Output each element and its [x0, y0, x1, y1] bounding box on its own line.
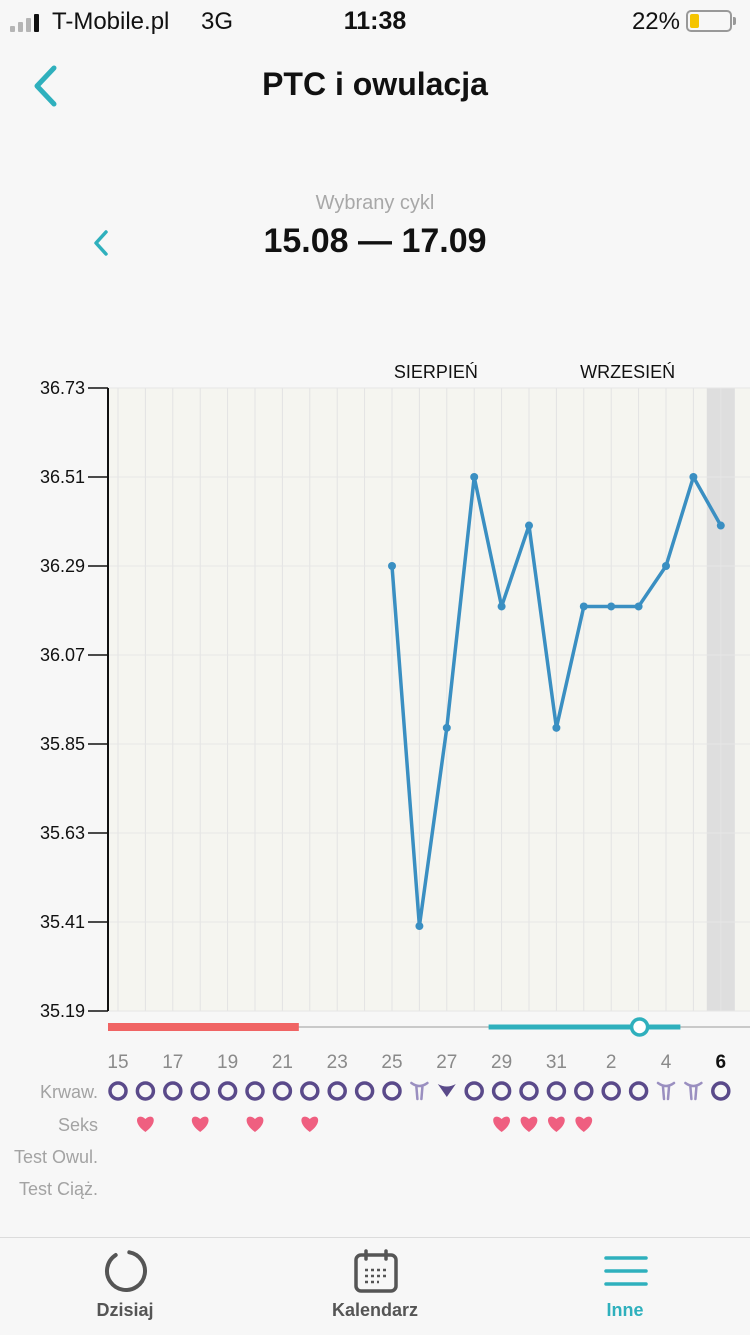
heart-icon[interactable] — [493, 1116, 510, 1132]
no-bleeding-icon[interactable] — [711, 1081, 731, 1101]
no-bleeding-icon[interactable] — [354, 1081, 375, 1101]
row-label: Test Ciąż. — [19, 1179, 98, 1199]
tab-label: Kalendarz — [331, 1300, 419, 1320]
x-tick-label: 6 — [716, 1052, 727, 1073]
x-tick-label: 29 — [491, 1052, 512, 1073]
spotting-icon[interactable] — [656, 1081, 676, 1101]
x-tick-label: 23 — [327, 1052, 348, 1073]
no-bleeding-icon[interactable] — [135, 1081, 156, 1101]
temperature-chart[interactable]: 36.73 36.51 36.29 36.07 35.85 35.63 35.41 35.19… — [0, 350, 750, 1220]
battery-icon — [686, 10, 736, 32]
temperature-point[interactable] — [525, 521, 533, 530]
y-tick-label: 35.63 — [40, 823, 85, 843]
signal-icon — [10, 14, 39, 32]
page-title: PTC i owulacja — [262, 66, 488, 102]
temperature-point[interactable] — [442, 723, 451, 732]
ovulation-marker — [629, 1017, 650, 1037]
month-label: SIERPIEŃ — [394, 362, 478, 382]
carrier-name: T-Mobile.pl — [52, 8, 170, 35]
temperature-point[interactable] — [716, 521, 725, 530]
network-type: 3G — [201, 8, 234, 35]
no-bleeding-icon[interactable] — [190, 1081, 210, 1101]
calendar-icon — [354, 1249, 398, 1293]
temperature-point[interactable] — [634, 602, 643, 611]
heart-icon[interactable] — [548, 1116, 565, 1132]
temperature-point[interactable] — [607, 602, 616, 611]
y-tick-label: 35.41 — [40, 912, 85, 932]
y-tick-label: 35.19 — [40, 1001, 85, 1021]
heart-icon[interactable] — [301, 1116, 319, 1132]
no-bleeding-icon[interactable] — [327, 1081, 347, 1101]
menu-icon — [604, 1256, 648, 1286]
period-bar — [108, 1023, 299, 1031]
y-tick-label: 36.51 — [40, 467, 85, 487]
tab-today[interactable]: Dzisiaj — [25, 1238, 225, 1335]
cycle-label: Wybrany cykl — [315, 192, 435, 214]
temperature-point[interactable] — [689, 473, 698, 481]
no-bleeding-icon[interactable] — [574, 1081, 594, 1101]
temperature-point[interactable] — [388, 562, 396, 570]
y-tick-label: 36.29 — [40, 556, 85, 576]
plot-area — [108, 388, 750, 1011]
no-bleeding-icon[interactable] — [546, 1081, 567, 1101]
heart-icon[interactable] — [520, 1116, 538, 1132]
no-bleeding-icon[interactable] — [601, 1081, 621, 1101]
x-tick-label: 21 — [272, 1052, 293, 1073]
tab-more[interactable]: Inne — [525, 1238, 725, 1335]
row-label: Seks — [58, 1115, 98, 1135]
status-time: 11:38 — [343, 7, 407, 35]
back-button[interactable] — [28, 62, 68, 110]
x-tick-label: 15 — [107, 1052, 128, 1073]
x-tick-label: 27 — [436, 1052, 457, 1073]
y-tick-label: 35.85 — [40, 734, 85, 754]
bleeding-drop-icon[interactable] — [437, 1084, 456, 1097]
tab-label: Inne — [606, 1300, 644, 1320]
heart-icon[interactable] — [575, 1116, 593, 1132]
temperature-point[interactable] — [579, 602, 588, 611]
x-tick-label: 25 — [381, 1052, 402, 1073]
battery-percent: 22% — [631, 8, 680, 35]
heart-icon[interactable] — [137, 1116, 154, 1132]
temperature-point[interactable] — [497, 602, 506, 611]
no-bleeding-icon[interactable] — [491, 1081, 512, 1101]
x-tick-label: 4 — [661, 1052, 672, 1073]
no-bleeding-icon[interactable] — [628, 1081, 649, 1101]
status-bar: T-Mobile.pl 3G 11:38 22% — [0, 0, 750, 40]
spotting-icon[interactable] — [684, 1081, 703, 1101]
spotting-icon[interactable] — [410, 1081, 429, 1101]
no-bleeding-icon[interactable] — [272, 1081, 293, 1101]
no-bleeding-icon[interactable] — [163, 1081, 183, 1101]
no-bleeding-icon[interactable] — [108, 1081, 128, 1101]
no-bleeding-icon[interactable] — [217, 1081, 238, 1101]
chevron-left-icon — [34, 65, 57, 107]
tab-bar: Dzisiaj Kalendarz Inne — [0, 1237, 750, 1334]
temperature-point[interactable] — [552, 723, 561, 732]
temperature-point[interactable] — [662, 562, 670, 570]
no-bleeding-icon[interactable] — [519, 1081, 539, 1101]
x-tick-label: 2 — [606, 1052, 617, 1073]
fertile-window-bar — [488, 1024, 681, 1030]
previous-cycle-button[interactable] — [88, 226, 116, 260]
tab-calendar[interactable]: Kalendarz — [275, 1238, 475, 1335]
x-tick-label: 31 — [546, 1052, 567, 1073]
x-tick-label: 17 — [162, 1052, 183, 1073]
y-tick-label: 36.73 — [40, 378, 85, 398]
no-bleeding-icon[interactable] — [300, 1081, 320, 1101]
temperature-point[interactable] — [415, 922, 424, 931]
heart-icon[interactable] — [246, 1116, 264, 1132]
chevron-left-icon — [94, 230, 108, 256]
tab-label: Dzisiaj — [96, 1300, 154, 1320]
x-tick-label: 19 — [217, 1052, 238, 1073]
cycle-range: 15.08 — 17.09 — [263, 222, 487, 260]
heart-icon[interactable] — [191, 1116, 209, 1132]
row-label: Test Owul. — [14, 1147, 98, 1167]
month-label: WRZESIEŃ — [580, 362, 675, 382]
spinner-icon — [105, 1250, 147, 1292]
no-bleeding-icon[interactable] — [464, 1081, 484, 1101]
temperature-point[interactable] — [470, 473, 479, 481]
no-bleeding-icon[interactable] — [245, 1081, 265, 1101]
y-tick-label: 36.07 — [40, 645, 85, 665]
row-label: Krwaw. — [40, 1082, 98, 1102]
no-bleeding-icon[interactable] — [382, 1081, 402, 1101]
